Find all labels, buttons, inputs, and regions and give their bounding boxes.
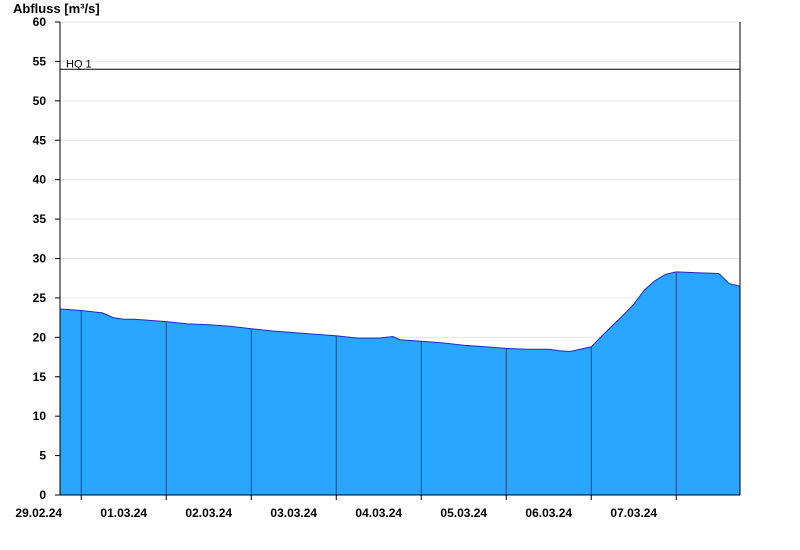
x-tick-label: 05.03.24 [440, 506, 487, 520]
y-ticks: 0 5 10 15 20 25 30 35 40 45 50 55 60 [33, 15, 60, 502]
y-tick-label: 20 [33, 330, 47, 344]
y-tick-label: 5 [39, 449, 46, 463]
x-tick-label: 02.03.24 [185, 506, 232, 520]
y-tick-label: 35 [33, 212, 47, 226]
x-tick-label: 03.03.24 [270, 506, 317, 520]
y-tick-label: 10 [33, 409, 47, 423]
x-tick-label: 06.03.24 [525, 506, 572, 520]
x-tick-label: 01.03.24 [100, 506, 147, 520]
reference-lines: HQ 1 [60, 58, 740, 70]
y-tick-label: 60 [33, 15, 47, 29]
y-axis-label: Abfluss [m³/s] [13, 1, 100, 16]
discharge-line [59, 271, 741, 353]
y-tick-label: 45 [33, 133, 47, 147]
discharge-area [60, 271, 740, 495]
x-tick-label: 07.03.24 [610, 506, 657, 520]
x-ticks: 29.02.24 01.03.24 02.03.24 03.03.24 04.03.24… [15, 495, 677, 520]
reference-label: HQ 1 [66, 58, 92, 70]
y-tick-label: 55 [33, 54, 47, 68]
y-tick-label: 30 [33, 252, 47, 266]
y-tick-label: 40 [33, 173, 47, 187]
y-tick-label: 25 [33, 291, 47, 305]
y-tick-label: 50 [33, 94, 47, 108]
day-separators [80, 271, 677, 495]
x-tick-label: 29.02.24 [15, 506, 62, 520]
x-tick-label: 04.03.24 [355, 506, 402, 520]
y-tick-label: 15 [33, 370, 47, 384]
y-tick-label: 0 [39, 488, 46, 502]
